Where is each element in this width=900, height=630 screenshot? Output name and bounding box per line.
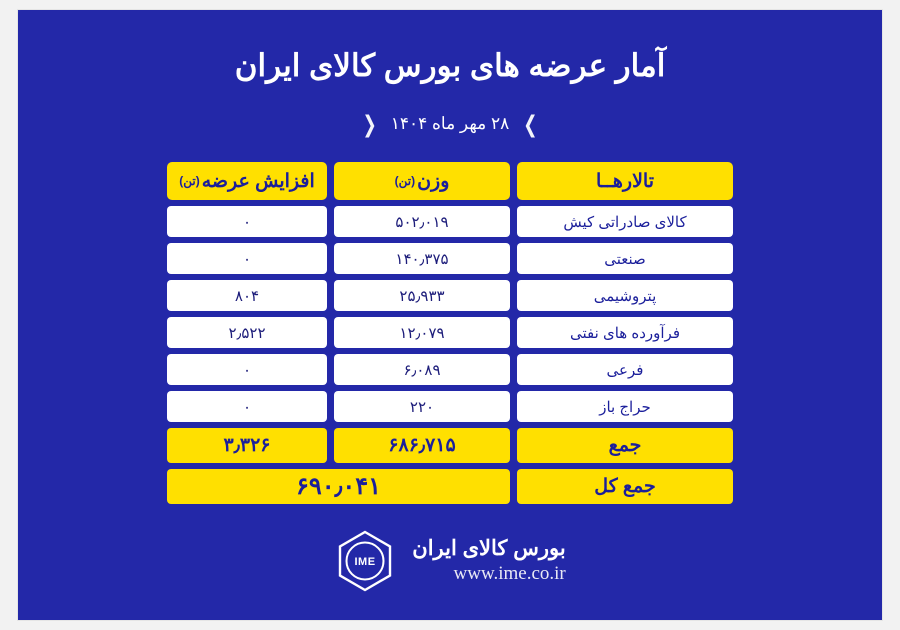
cell-hall: کالای صادراتی کیش [517, 206, 733, 237]
table-row: پتروشیمی ۲۵٫۹۳۳ ۸۰۴ [167, 280, 733, 311]
ime-logo-icon: IME [334, 530, 396, 592]
cell-hall: فرآورده های نفتی [517, 317, 733, 348]
sum-weight: ۶۸۶٫۷۱۵ [334, 428, 510, 463]
poster-canvas: آمار عرضه های بورس کالای ایران ❯ ۲۸ مهر … [18, 10, 882, 620]
grand-total-label: جمع کل [517, 469, 733, 504]
header-increase: افزایش عرضه (تن) [167, 162, 327, 200]
header-increase-text: افزایش عرضه [201, 170, 315, 192]
header-hall: تالارهــا [517, 162, 733, 200]
table-row: حراج باز ۲۲۰ ۰ [167, 391, 733, 422]
date-label: ۲۸ مهر ماه ۱۴۰۴ [390, 114, 510, 133]
grand-total-value: ۶۹۰٫۰۴۱ [167, 469, 510, 504]
header-weight: وزن (تن) [334, 162, 510, 200]
cell-hall: فرعی [517, 354, 733, 385]
chevron-right-icon: ❯ [523, 111, 538, 137]
cell-weight: ۲۲۰ [334, 391, 510, 422]
header-increase-unit: (تن) [179, 174, 200, 188]
svg-text:IME: IME [355, 556, 376, 568]
table-header-row: تالارهــا وزن (تن) افزایش عرضه (تن) [167, 162, 733, 200]
cell-weight: ۱۴۰٫۳۷۵ [334, 243, 510, 274]
offers-table: تالارهــا وزن (تن) افزایش عرضه (تن) کالای … [167, 162, 733, 504]
sum-increase: ۳٫۳۲۶ [167, 428, 327, 463]
chevron-left-icon: ❮ [362, 111, 377, 137]
table-grand-total-row: جمع کل ۶۹۰٫۰۴۱ [167, 469, 733, 504]
cell-weight: ۲۵٫۹۳۳ [334, 280, 510, 311]
cell-increase: ۰ [167, 206, 327, 237]
cell-increase: ۰ [167, 243, 327, 274]
page-title: آمار عرضه های بورس کالای ایران [234, 48, 666, 83]
brand-name: بورس کالای ایران [412, 537, 566, 560]
website-url: www.ime.co.ir [453, 563, 566, 585]
cell-weight: ۵۰۲٫۰۱۹ [334, 206, 510, 237]
sum-label: جمع [517, 428, 733, 463]
table-row: صنعتی ۱۴۰٫۳۷۵ ۰ [167, 243, 733, 274]
cell-hall: پتروشیمی [517, 280, 733, 311]
footer: بورس کالای ایران www.ime.co.ir IME [18, 530, 882, 592]
cell-hall: حراج باز [517, 391, 733, 422]
header-weight-text: وزن [417, 170, 450, 192]
table-sum-row: جمع ۶۸۶٫۷۱۵ ۳٫۳۲۶ [167, 428, 733, 463]
cell-increase: ۸۰۴ [167, 280, 327, 311]
footer-text: بورس کالای ایران www.ime.co.ir [412, 536, 565, 586]
cell-increase: ۲٫۵۲۲ [167, 317, 327, 348]
table-row: فرعی ۶٫۰۸۹ ۰ [167, 354, 733, 385]
table-row: کالای صادراتی کیش ۵۰۲٫۰۱۹ ۰ [167, 206, 733, 237]
cell-hall: صنعتی [517, 243, 733, 274]
cell-increase: ۰ [167, 391, 327, 422]
cell-increase: ۰ [167, 354, 327, 385]
header-weight-unit: (تن) [394, 174, 416, 188]
cell-weight: ۶٫۰۸۹ [334, 354, 510, 385]
table-row: فرآورده های نفتی ۱۲٫۰۷۹ ۲٫۵۲۲ [167, 317, 733, 348]
cell-weight: ۱۲٫۰۷۹ [334, 317, 510, 348]
date-row: ❯ ۲۸ مهر ماه ۱۴۰۴ ❮ [18, 111, 882, 137]
